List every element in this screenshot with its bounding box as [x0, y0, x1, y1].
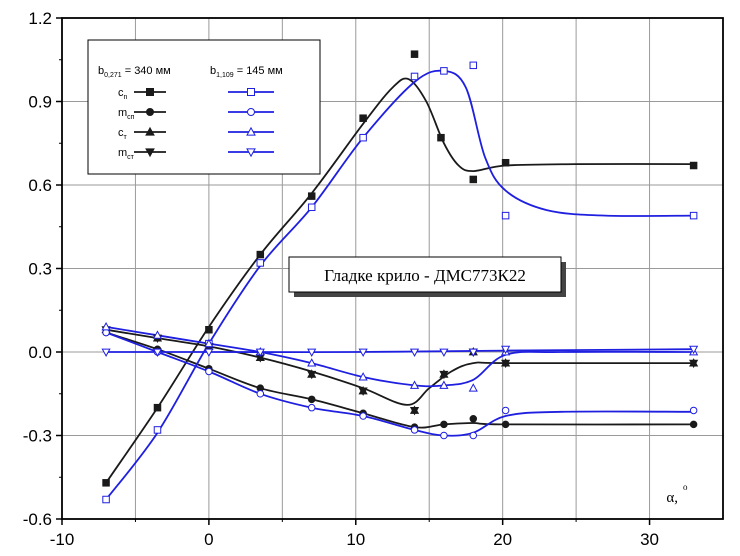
data-point-triangle-down: [101, 348, 111, 357]
y-tick-label: 0.3: [28, 260, 52, 279]
data-point-circle: [307, 403, 316, 412]
annotation-box: Гладке крило - ДМС773К22: [288, 256, 566, 297]
data-point-triangle-down: [409, 348, 420, 357]
legend-marker-b0271: [145, 148, 155, 158]
data-point-square: [410, 72, 419, 81]
data-point-triangle-down: [358, 387, 368, 396]
data-point-triangle-up: [204, 338, 214, 348]
y-tick-label: -0.6: [23, 510, 52, 529]
data-point-triangle-down: [204, 348, 214, 357]
data-point-square: [256, 250, 265, 259]
annotation-text: Гладке крило - ДМС773К22: [324, 266, 526, 285]
series-b1109-triangle-down: [101, 345, 699, 357]
y-tick-label: 0.6: [28, 176, 52, 195]
legend-marker-b1109: [246, 148, 256, 158]
legend-marker-b0271: [145, 126, 155, 136]
data-point-triangle-up: [152, 330, 163, 339]
data-point-triangle-down: [439, 348, 449, 357]
data-point-circle: [501, 420, 510, 429]
data-point-circle: [440, 420, 448, 429]
data-point-triangle-down: [358, 348, 368, 357]
y-tick-label: 0.9: [28, 93, 52, 112]
data-point-square: [256, 259, 265, 267]
y-tick-label: -0.3: [23, 427, 52, 446]
axis-ticks: [56, 17, 651, 525]
legend-marker-b0271: [146, 88, 154, 96]
x-tick-label: -10: [50, 530, 75, 549]
data-point-circle: [469, 431, 478, 440]
data-point-triangle-down: [501, 345, 511, 355]
data-point-square: [153, 426, 162, 434]
data-point-square: [205, 325, 213, 334]
y-tick-label: 0.0: [28, 343, 52, 362]
data-point-circle: [410, 426, 419, 434]
legend-label-square: cn: [118, 87, 128, 101]
data-point-square: [307, 192, 316, 200]
annotation-frame: [288, 256, 562, 293]
x-axis-label: α, o: [666, 482, 688, 506]
data-point-triangle-down: [468, 348, 478, 357]
x-axis-label-text: α,: [666, 490, 678, 506]
legend-marker-b0271: [146, 108, 154, 116]
data-point-triangle-down: [689, 345, 699, 355]
legend-marker-b1109: [247, 108, 255, 116]
data-point-triangle-down: [255, 348, 265, 357]
data-point-circle: [689, 406, 698, 415]
data-point-square: [689, 161, 698, 170]
legend-marker-b1109: [247, 88, 255, 96]
data-point-square: [102, 495, 110, 504]
data-point-square: [437, 133, 445, 142]
data-point-square: [501, 158, 510, 167]
data-point-circle: [469, 415, 478, 423]
data-point-circle: [689, 420, 698, 429]
axis-tick-labels: -10 0 10 20 30 -0.6 -0.3 0.0 0.3 0.6 0.9 1.2: [23, 9, 659, 549]
data-point-circle: [501, 406, 510, 415]
data-point-square: [359, 133, 367, 142]
data-point-triangle-up: [101, 321, 111, 331]
x-axis-label-sup: o: [683, 482, 688, 492]
data-point-triangle-down: [689, 359, 699, 369]
data-point-triangle-up: [358, 372, 368, 381]
data-point-triangle-up: [468, 383, 478, 392]
legend-label-triangle-up: cт: [118, 127, 128, 141]
data-point-square: [469, 175, 478, 184]
data-point-square: [359, 114, 367, 122]
data-point-triangle-down: [501, 359, 511, 369]
data-point-triangle-up: [439, 380, 449, 389]
data-point-square: [689, 211, 698, 220]
x-tick-label: 0: [204, 530, 213, 549]
data-point-square: [501, 211, 510, 220]
data-point-triangle-down: [307, 348, 317, 357]
data-point-triangle-down: [409, 407, 420, 416]
data-point-square: [102, 479, 110, 487]
data-point-triangle-up: [307, 358, 317, 367]
data-point-triangle-up: [409, 380, 420, 389]
data-point-circle: [256, 390, 265, 398]
legend-frame: [87, 39, 321, 175]
data-point-triangle-down: [152, 348, 163, 357]
data-point-square: [469, 61, 478, 70]
series-b0271-square: [102, 50, 698, 487]
data-point-circle: [440, 431, 448, 440]
x-tick-label: 10: [346, 530, 365, 549]
data-point-square: [440, 67, 448, 75]
y-tick-label: 1.2: [28, 9, 52, 28]
series-line: [105, 331, 694, 429]
data-point-triangle-down: [307, 370, 317, 380]
data-point-circle: [307, 395, 316, 404]
data-point-square: [153, 403, 162, 412]
data-point-circle: [359, 412, 367, 420]
data-point-square: [410, 50, 419, 58]
series-markers: [101, 50, 699, 504]
x-tick-label: 20: [493, 530, 512, 549]
legend-marker-b1109: [246, 126, 256, 136]
data-point-circle: [205, 367, 213, 376]
data-point-square: [307, 203, 316, 212]
x-tick-label: 30: [640, 530, 659, 549]
data-point-triangle-down: [439, 370, 449, 380]
